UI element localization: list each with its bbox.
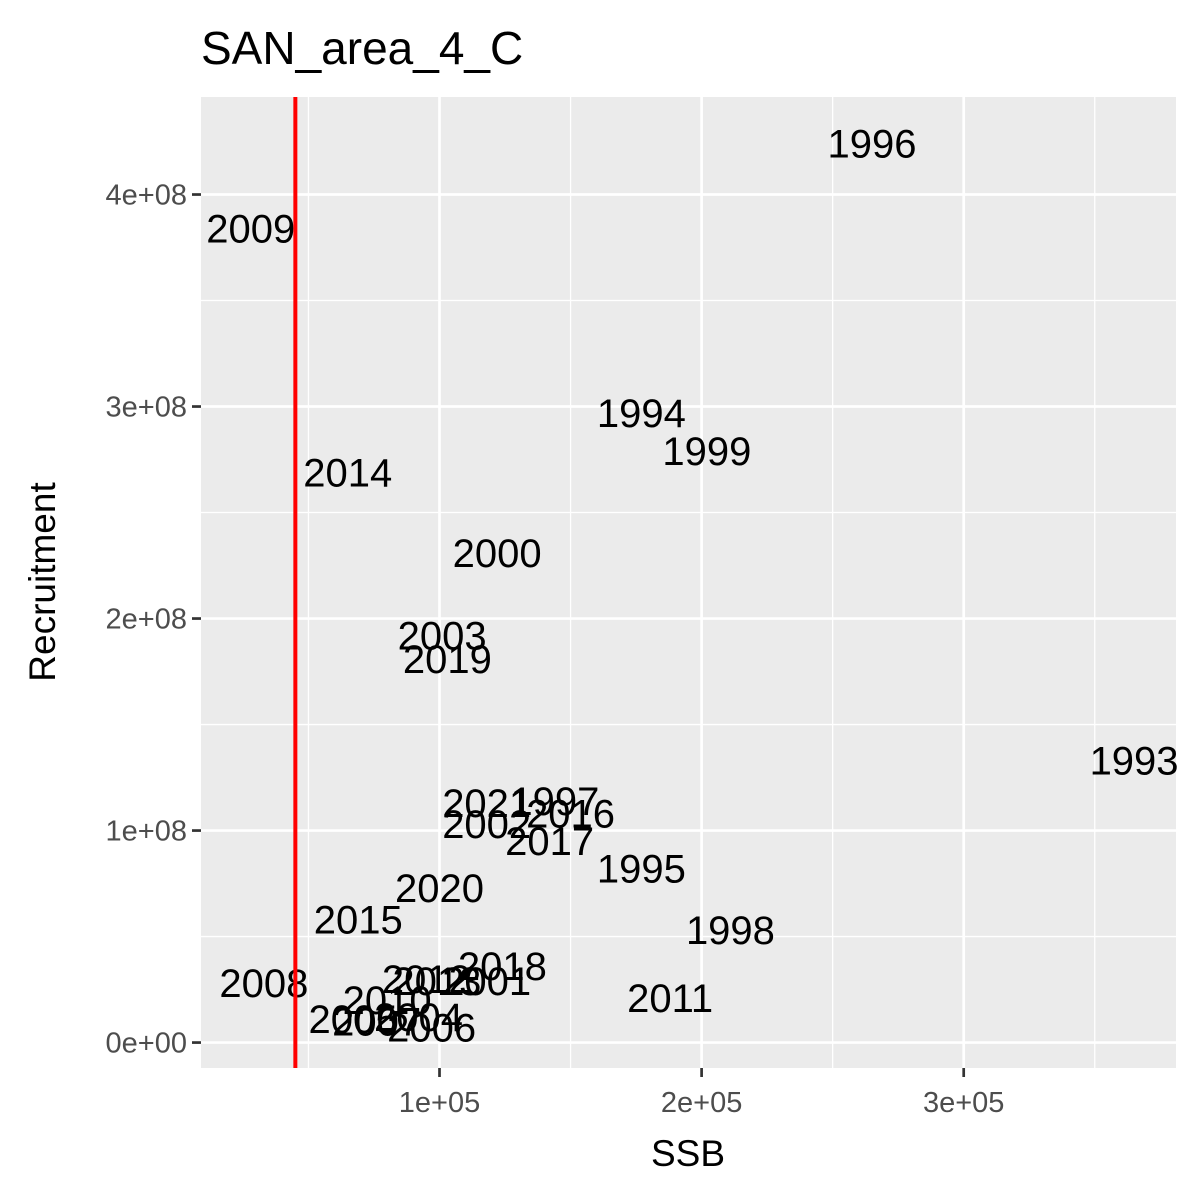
point-label-2019: 2019 <box>403 638 492 682</box>
point-label-2010: 2010 <box>343 979 432 1023</box>
point-label-2002: 2002 <box>442 803 531 847</box>
point-label-2003: 2003 <box>398 615 487 659</box>
point-label-2011: 2011 <box>627 977 713 1021</box>
point-label-2005: 2005 <box>309 998 398 1042</box>
point-label-2016: 2016 <box>526 793 615 837</box>
point-label-2013: 2013 <box>392 960 481 1004</box>
x-tick-label: 3e+05 <box>923 1087 1004 1119</box>
y-tick-label: 1e+08 <box>106 816 187 848</box>
y-axis: 0e+00 1e+08 2e+08 3e+08 4e+08 <box>106 180 201 1060</box>
point-label-2015: 2015 <box>314 899 403 943</box>
y-tick-label: 0e+00 <box>106 1028 187 1060</box>
x-tick-label: 2e+05 <box>661 1087 742 1119</box>
point-label-2007: 2007 <box>332 1000 421 1044</box>
point-label-2000: 2000 <box>453 532 542 576</box>
minor-gridlines <box>201 97 1176 1068</box>
y-tick-label: 2e+08 <box>106 604 187 636</box>
point-label-2018: 2018 <box>458 945 547 989</box>
point-label-2017: 2017 <box>505 820 594 864</box>
y-axis-title: Recruitment <box>22 482 63 682</box>
x-axis-title: SSB <box>651 1133 725 1174</box>
point-label-2006: 2006 <box>387 1007 476 1051</box>
point-label-1993: 1993 <box>1090 740 1179 784</box>
y-tick-label: 3e+08 <box>106 392 187 424</box>
point-label-1994: 1994 <box>597 392 686 436</box>
x-axis: 1e+05 2e+05 3e+05 <box>399 1068 1004 1119</box>
point-label-2012: 2012 <box>382 958 471 1002</box>
point-label-2001: 2001 <box>442 960 531 1004</box>
point-label-2004: 2004 <box>374 996 463 1040</box>
point-label-1997: 1997 <box>510 780 599 824</box>
y-tick-label: 4e+08 <box>106 180 187 212</box>
chart-title: SAN_area_4_C <box>201 22 523 74</box>
point-label-1996: 1996 <box>827 123 916 167</box>
point-label-2021: 2021 <box>442 782 531 826</box>
point-label-1999: 1999 <box>662 430 751 474</box>
x-tick-label: 1e+05 <box>399 1087 480 1119</box>
point-label-2009: 2009 <box>206 207 295 251</box>
point-label-2014: 2014 <box>303 451 392 495</box>
point-label-1998: 1998 <box>686 909 775 953</box>
point-label-1995: 1995 <box>597 848 686 892</box>
point-label-2020: 2020 <box>395 867 484 911</box>
major-gridlines <box>201 97 1176 1068</box>
plot-panel <box>201 97 1176 1068</box>
